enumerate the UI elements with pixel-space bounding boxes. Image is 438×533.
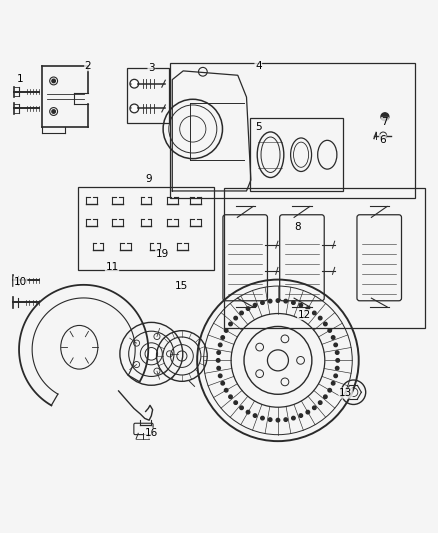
Circle shape <box>334 343 337 346</box>
Circle shape <box>332 382 335 385</box>
Circle shape <box>253 414 257 417</box>
Text: 6: 6 <box>379 135 386 145</box>
Circle shape <box>306 410 310 414</box>
Circle shape <box>132 82 137 86</box>
Circle shape <box>234 317 237 320</box>
Circle shape <box>276 299 280 302</box>
Circle shape <box>324 395 327 399</box>
Circle shape <box>229 395 232 399</box>
Circle shape <box>328 389 332 392</box>
Circle shape <box>261 301 264 304</box>
Bar <box>170 63 416 198</box>
Circle shape <box>217 366 220 370</box>
Circle shape <box>318 317 322 320</box>
Circle shape <box>246 307 250 310</box>
Text: 7: 7 <box>381 117 388 127</box>
Circle shape <box>240 311 243 314</box>
Circle shape <box>221 336 224 339</box>
Circle shape <box>253 303 257 307</box>
Circle shape <box>336 351 339 354</box>
Circle shape <box>145 348 158 360</box>
Circle shape <box>292 301 295 304</box>
Bar <box>250 118 343 191</box>
Text: 5: 5 <box>255 122 261 132</box>
Bar <box>127 68 169 123</box>
Text: 11: 11 <box>106 262 119 271</box>
Circle shape <box>336 366 339 370</box>
Circle shape <box>219 374 222 377</box>
Circle shape <box>276 418 280 422</box>
Circle shape <box>334 374 337 377</box>
Text: 8: 8 <box>294 222 301 232</box>
Circle shape <box>217 351 220 354</box>
Circle shape <box>229 322 232 326</box>
Circle shape <box>292 416 295 420</box>
Text: 13: 13 <box>339 388 352 398</box>
Circle shape <box>221 382 224 385</box>
Bar <box>78 187 214 270</box>
Circle shape <box>313 311 316 314</box>
Text: 3: 3 <box>148 63 155 73</box>
Text: 10: 10 <box>14 277 27 287</box>
Circle shape <box>332 336 335 339</box>
Text: 9: 9 <box>146 174 152 184</box>
Circle shape <box>216 359 220 362</box>
Circle shape <box>284 418 287 422</box>
Text: 15: 15 <box>175 281 188 291</box>
Circle shape <box>219 343 222 346</box>
Circle shape <box>284 300 287 303</box>
Text: 2: 2 <box>85 61 92 71</box>
Text: 16: 16 <box>145 429 158 438</box>
Text: 12: 12 <box>297 310 311 319</box>
Circle shape <box>52 79 55 83</box>
Circle shape <box>240 406 243 409</box>
Text: 1: 1 <box>17 74 24 84</box>
Text: 4: 4 <box>255 61 261 71</box>
Circle shape <box>324 322 327 326</box>
Circle shape <box>306 307 310 310</box>
Circle shape <box>318 401 322 405</box>
Circle shape <box>224 389 228 392</box>
Circle shape <box>268 418 272 422</box>
Circle shape <box>261 416 264 420</box>
Circle shape <box>234 401 237 405</box>
Circle shape <box>381 113 389 120</box>
Circle shape <box>268 300 272 303</box>
Circle shape <box>52 110 55 113</box>
Circle shape <box>132 106 137 111</box>
Bar <box>224 188 425 328</box>
Circle shape <box>313 406 316 409</box>
Circle shape <box>336 359 339 362</box>
Circle shape <box>224 329 228 332</box>
Text: 19: 19 <box>155 249 169 259</box>
Circle shape <box>299 303 303 307</box>
Circle shape <box>299 414 303 417</box>
Circle shape <box>328 329 332 332</box>
Circle shape <box>246 410 250 414</box>
